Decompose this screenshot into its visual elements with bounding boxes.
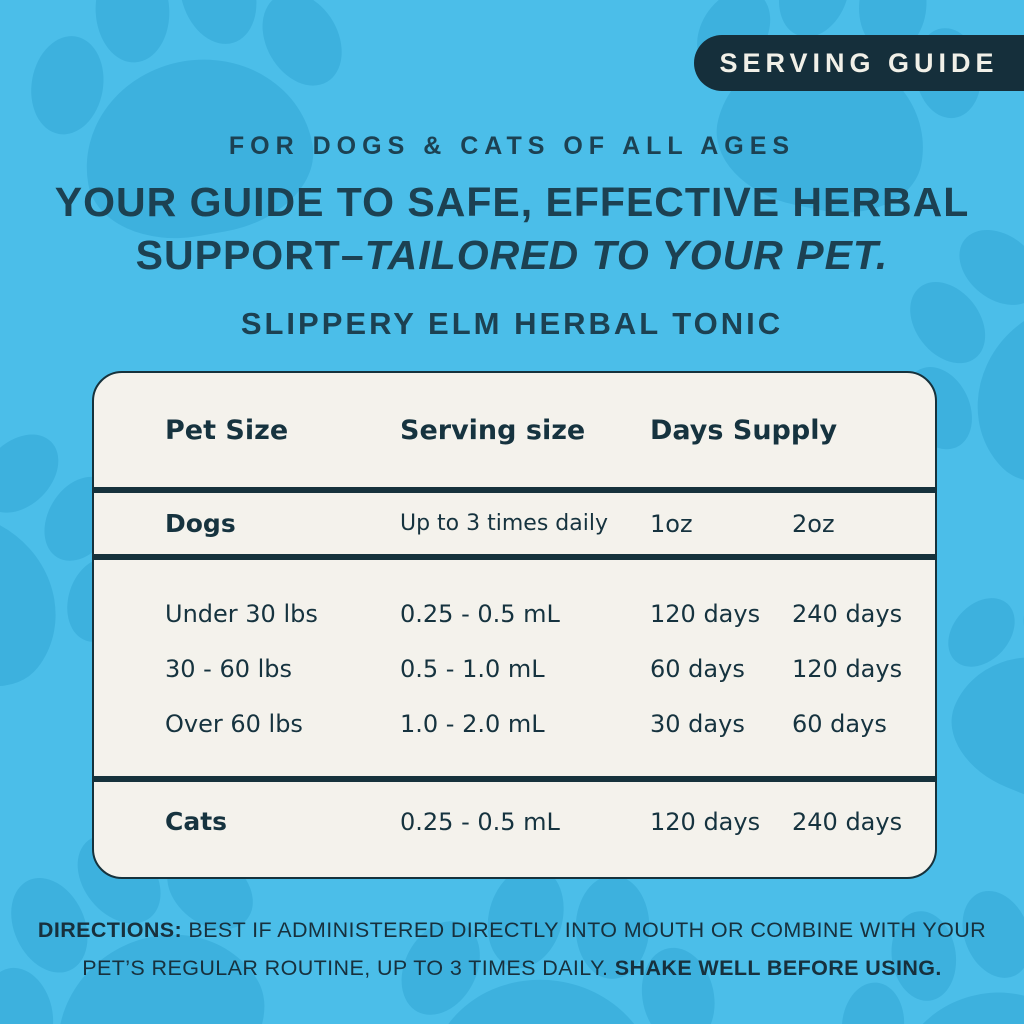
dogs-weight-section: Under 30 lbs 0.25 - 0.5 mL 120 days 240 … xyxy=(94,560,935,776)
eyebrow-text: FOR DOGS & CATS OF ALL AGES xyxy=(228,132,796,160)
dogs-frequency: Up to 3 times daily xyxy=(400,511,608,536)
days-supply-1oz-value: 30 days xyxy=(650,709,745,738)
title-line-1: YOUR GUIDE TO SAFE, EFFECTIVE HERBAL xyxy=(54,179,970,225)
directions-text: DIRECTIONS: BEST IF ADMINISTERED DIRECTL… xyxy=(20,911,1004,987)
days-supply-2oz-value: 120 days xyxy=(792,654,903,683)
dogs-label: Dogs xyxy=(165,509,236,538)
column-header-serving-size: Serving size xyxy=(400,414,586,446)
column-header-days-supply: Days Supply xyxy=(650,414,838,446)
table-header-row: Pet Size Serving size Days Supply xyxy=(94,373,935,487)
title-line-2-plain: SUPPORT– xyxy=(135,232,365,278)
serving-size-value: 1.0 - 2.0 mL xyxy=(400,709,545,738)
directions-emphasis: SHAKE WELL BEFORE USING. xyxy=(614,956,942,980)
days-supply-2oz-value: 240 days xyxy=(792,807,903,836)
product-name: SLIPPERY ELM HERBAL TONIC xyxy=(240,306,784,341)
bottle-size-1oz: 1oz xyxy=(650,509,693,538)
divider xyxy=(94,487,935,493)
pet-size-value: Over 60 lbs xyxy=(165,709,303,738)
serving-size-value: 0.25 - 0.5 mL xyxy=(400,807,560,836)
days-supply-1oz-value: 120 days xyxy=(650,599,761,628)
badge-label: SERVING GUIDE xyxy=(719,47,999,78)
serving-table-card: Pet Size Serving size Days Supply Dogs U… xyxy=(92,371,937,879)
directions-label: DIRECTIONS: xyxy=(37,918,183,942)
directions-body: BEST IF ADMINISTERED DIRECTLY INTO MOUTH… xyxy=(82,918,987,980)
column-header-pet-size: Pet Size xyxy=(165,414,289,446)
pet-size-value: Under 30 lbs xyxy=(165,599,318,628)
title-line-2-italic: TAILORED TO YOUR PET. xyxy=(364,232,889,278)
serving-size-value: 0.5 - 1.0 mL xyxy=(400,654,545,683)
table-row-cats: Cats 0.25 - 0.5 mL 120 days 240 days xyxy=(94,782,935,877)
serving-size-value: 0.25 - 0.5 mL xyxy=(400,599,560,628)
days-supply-1oz-value: 120 days xyxy=(650,807,761,836)
page-title: YOUR GUIDE TO SAFE, EFFECTIVE HERBAL SUP… xyxy=(0,176,1024,282)
divider xyxy=(94,776,935,782)
table-row: Over 60 lbs 1.0 - 2.0 mL 30 days 60 days xyxy=(165,696,935,751)
pet-size-value: 30 - 60 lbs xyxy=(165,654,293,683)
days-supply-1oz-value: 60 days xyxy=(650,654,745,683)
days-supply-2oz-value: 240 days xyxy=(792,599,903,628)
divider xyxy=(94,554,935,560)
table-row: Under 30 lbs 0.25 - 0.5 mL 120 days 240 … xyxy=(165,586,935,641)
bottle-size-2oz: 2oz xyxy=(792,509,835,538)
table-row: 30 - 60 lbs 0.5 - 1.0 mL 60 days 120 day… xyxy=(165,641,935,696)
cats-label: Cats xyxy=(165,807,228,836)
serving-guide-badge: SERVING GUIDE xyxy=(694,35,1024,91)
days-supply-2oz-value: 60 days xyxy=(792,709,887,738)
table-row-dogs: Dogs Up to 3 times daily 1oz 2oz xyxy=(94,493,935,554)
